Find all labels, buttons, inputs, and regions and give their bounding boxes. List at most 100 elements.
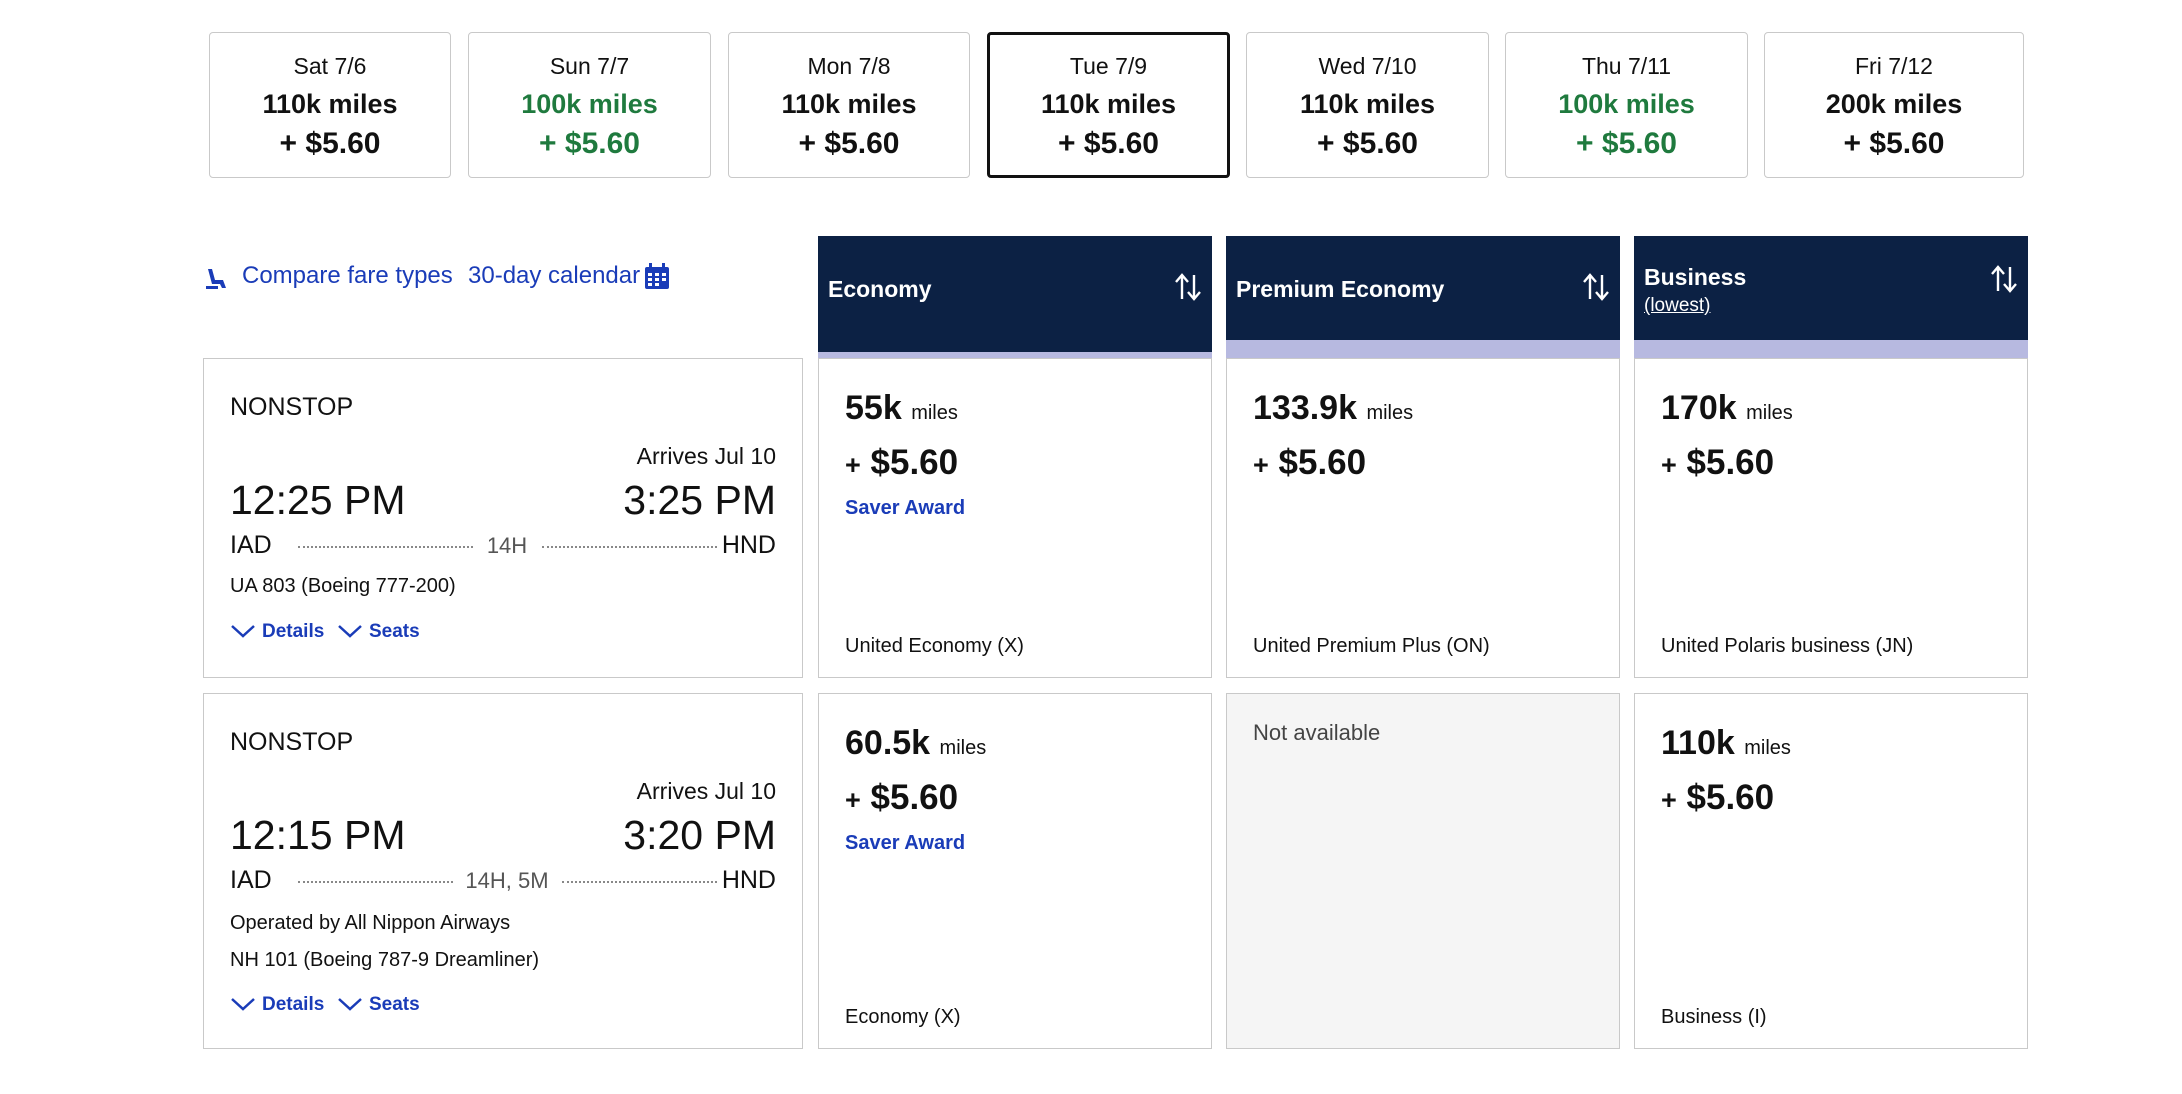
fare-tax: + $5.60 xyxy=(845,778,958,818)
details-label: Details xyxy=(262,994,325,1015)
tax-value: $5.60 xyxy=(1278,443,1367,482)
cabin-class: United Polaris business (JN) xyxy=(1661,635,1914,657)
date-option-mon[interactable]: Mon 7/8 110k miles + $5.60 xyxy=(728,32,970,178)
plus-sign: + xyxy=(845,450,861,480)
column-accent xyxy=(818,352,1212,360)
date-label: Sun 7/7 xyxy=(549,53,630,79)
date-option-fri[interactable]: Fri 7/12 200k miles + $5.60 xyxy=(1764,32,2024,178)
miles-value: 110k xyxy=(1661,724,1735,762)
chevron-down-icon xyxy=(231,625,255,638)
column-header-economy[interactable]: Economy xyxy=(818,236,1212,360)
fare-miles: 60.5k miles xyxy=(845,724,986,763)
column-header-business[interactable]: Business (lowest) xyxy=(1634,236,2028,360)
plus-sign: + xyxy=(1661,785,1677,815)
fare-tax: + $5.60 xyxy=(1253,443,1366,483)
miles-value: 60.5k xyxy=(845,724,931,762)
column-header-premium-economy[interactable]: Premium Economy xyxy=(1226,236,1620,360)
miles-value: 170k xyxy=(1661,389,1737,427)
date-option-thu[interactable]: Thu 7/11 100k miles + $5.60 xyxy=(1505,32,1748,178)
details-label: Details xyxy=(262,621,325,642)
miles-unit: miles xyxy=(1746,402,1793,424)
calendar-link[interactable]: 30-day calendar xyxy=(468,262,669,290)
date-selector: Sat 7/6 110k miles + $5.60 Sun 7/7 100k … xyxy=(0,0,2182,190)
arrival-date: Arrives Jul 10 xyxy=(636,443,776,469)
fare-cell-economy[interactable]: 60.5k miles + $5.60 Saver Award Economy … xyxy=(818,693,1212,1049)
seats-label: Seats xyxy=(369,994,420,1015)
flight-number: UA 803 (Boeing 777-200) xyxy=(230,575,456,597)
tax-value: $5.60 xyxy=(1686,778,1775,817)
saver-award-badge: Saver Award xyxy=(845,497,966,519)
fare-cell-premium-economy[interactable]: 133.9k miles + $5.60 United Premium Plus… xyxy=(1226,358,1620,678)
fare-tax: + $5.60 xyxy=(845,443,958,483)
miles-value: 133.9k xyxy=(1253,389,1357,427)
calendar-icon xyxy=(645,263,669,289)
route-line-right xyxy=(542,546,717,548)
fare-cell-business[interactable]: 110k miles + $5.60 Business (I) xyxy=(1634,693,2028,1049)
flight-card: NONSTOP Arrives Jul 10 12:25 PM 3:25 PM … xyxy=(203,358,803,678)
sort-icon[interactable] xyxy=(1174,272,1202,302)
stops-label: NONSTOP xyxy=(230,393,354,421)
sort-icon[interactable] xyxy=(1582,272,1610,302)
plus-sign: + xyxy=(1661,450,1677,480)
seat-icon xyxy=(206,269,226,289)
miles-unit: miles xyxy=(1366,402,1414,424)
date-option-tue-selected[interactable]: Tue 7/9 110k miles + $5.60 xyxy=(987,32,1230,178)
compare-fare-types-label: Compare fare types xyxy=(242,262,453,289)
date-label: Mon 7/8 xyxy=(807,53,891,79)
fare-tax: + $5.60 xyxy=(1661,778,1774,818)
seats-label: Seats xyxy=(369,621,420,642)
stops-label: NONSTOP xyxy=(230,728,354,756)
fare-tax: + $5.60 xyxy=(1661,443,1774,483)
not-available-label: Not available xyxy=(1253,720,1381,745)
tax-value: $5.60 xyxy=(1686,443,1775,482)
date-option-wed[interactable]: Wed 7/10 110k miles + $5.60 xyxy=(1246,32,1489,178)
date-miles: 110k miles xyxy=(781,89,917,119)
date-option-sun[interactable]: Sun 7/7 100k miles + $5.60 xyxy=(468,32,711,178)
sort-icon[interactable] xyxy=(1990,264,2018,294)
flight-card: NONSTOP Arrives Jul 10 12:15 PM 3:20 PM … xyxy=(203,693,803,1049)
fare-miles: 170k miles xyxy=(1661,389,1793,428)
column-accent xyxy=(1226,340,1620,360)
miles-unit: miles xyxy=(939,737,987,759)
cabin-class: United Economy (X) xyxy=(845,635,1024,657)
column-title: Premium Economy xyxy=(1236,276,1445,302)
date-label: Tue 7/9 xyxy=(1069,53,1148,79)
miles-value: 55k xyxy=(845,389,902,427)
flight-number: NH 101 (Boeing 787-9 Dreamliner) xyxy=(230,949,540,971)
column-accent xyxy=(1634,340,2028,360)
date-miles: 200k miles xyxy=(1825,89,1963,119)
date-miles: 100k miles xyxy=(1558,89,1695,119)
fare-cell-economy[interactable]: 55k miles + $5.60 Saver Award United Eco… xyxy=(818,358,1212,678)
date-option-sat[interactable]: Sat 7/6 110k miles + $5.60 xyxy=(209,32,451,178)
chevron-down-icon xyxy=(338,625,362,638)
arrival-time: 3:20 PM xyxy=(623,812,776,858)
column-subtitle[interactable]: (lowest) xyxy=(1644,295,1711,316)
date-label: Wed 7/10 xyxy=(1318,53,1417,79)
date-tax: + $5.60 xyxy=(1317,127,1418,160)
fare-cell-business[interactable]: 170k miles + $5.60 United Polaris busine… xyxy=(1634,358,2028,678)
arrival-date: Arrives Jul 10 xyxy=(636,778,776,804)
departure-time: 12:25 PM xyxy=(230,477,406,523)
miles-unit: miles xyxy=(1744,737,1791,759)
tax-value: $5.60 xyxy=(870,778,959,817)
tax-value: $5.60 xyxy=(870,443,959,482)
miles-unit: miles xyxy=(911,402,958,424)
operated-by: Operated by All Nippon Airways xyxy=(230,912,511,934)
date-tax: + $5.60 xyxy=(539,127,640,160)
origin-code: IAD xyxy=(230,531,272,559)
date-tax: + $5.60 xyxy=(1843,127,1945,160)
fare-miles: 133.9k miles xyxy=(1253,389,1413,428)
date-miles: 110k miles xyxy=(262,89,398,119)
flight-duration: 14H, 5M xyxy=(460,868,554,894)
date-miles: 110k miles xyxy=(1299,89,1436,119)
chevron-down-icon xyxy=(338,998,362,1011)
cabin-class: Business (I) xyxy=(1661,1006,1767,1028)
date-miles: 110k miles xyxy=(1040,89,1177,119)
column-title: Business xyxy=(1644,264,1747,290)
plus-sign: + xyxy=(845,785,861,815)
fare-miles: 110k miles xyxy=(1661,724,1791,763)
calendar-label: 30-day calendar xyxy=(468,262,641,289)
date-label: Thu 7/11 xyxy=(1581,53,1672,79)
flight-duration: 14H xyxy=(482,533,532,559)
plus-sign: + xyxy=(1253,450,1269,480)
